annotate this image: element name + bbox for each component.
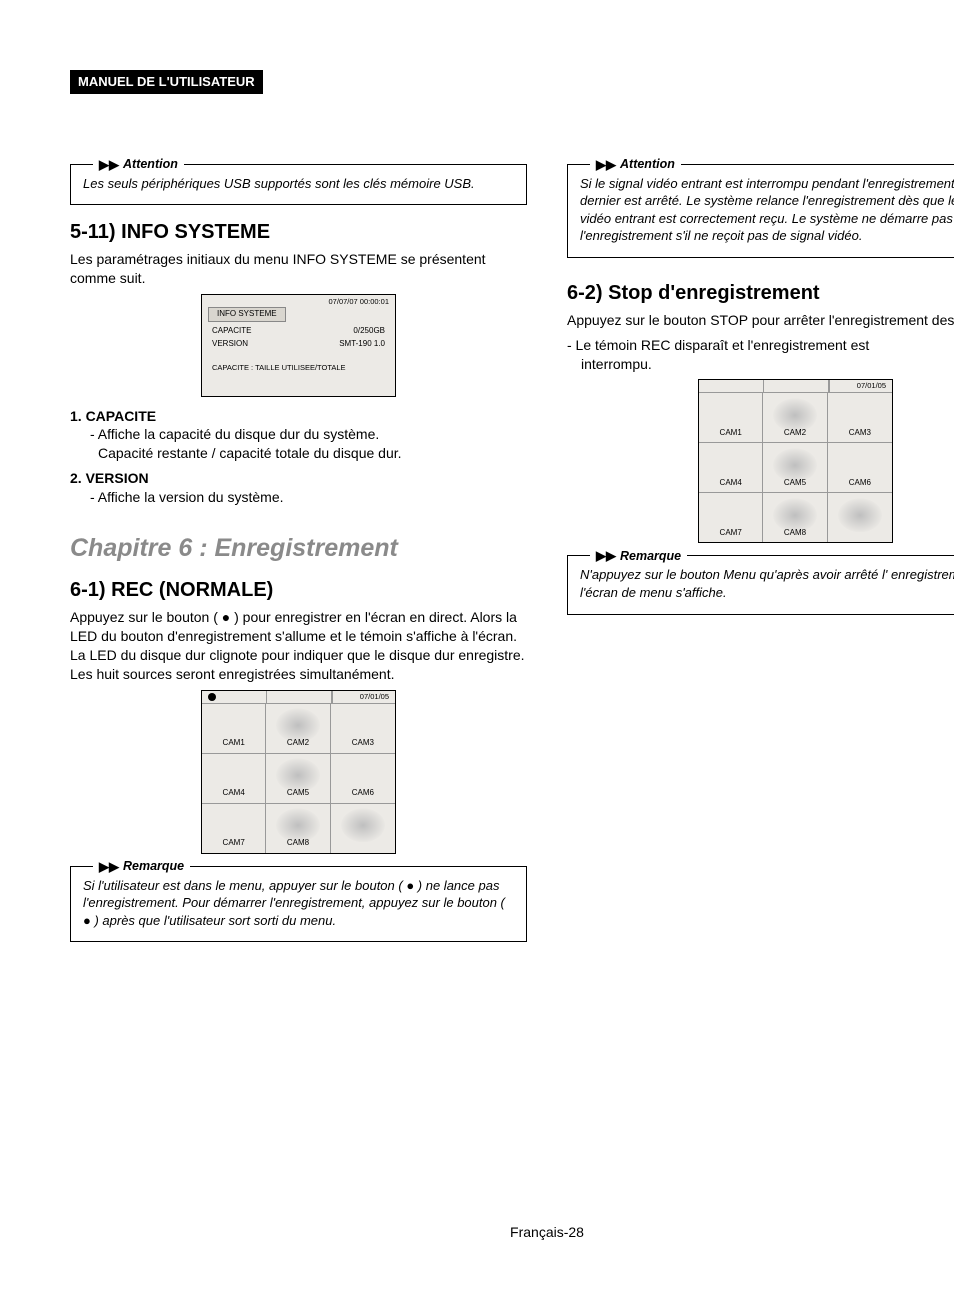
remarque-box-left: ▶▶ Remarque Si l'utilisateur est dans le… — [70, 866, 527, 943]
section-6-1-heading: 6-1) REC (NORMALE) — [70, 577, 527, 604]
panel-row: VERSION SMT-190 1.0 — [212, 339, 385, 350]
cam-label: CAM5 — [784, 478, 806, 489]
page-footer: Français-28 — [70, 1223, 954, 1242]
remarque-label: Remarque — [123, 858, 184, 875]
cam-cell — [331, 803, 395, 853]
cam-label: CAM5 — [287, 788, 309, 799]
manual-header: MANUEL DE L'UTILISATEUR — [70, 70, 263, 94]
cam-cell: CAM4 — [699, 442, 763, 492]
grid-body: CAM1 CAM2 CAM3 CAM4 CAM5 CAM6 CAM7 CAM8 — [699, 392, 892, 542]
cam-label: CAM3 — [849, 428, 871, 439]
capacite-line1: - Affiche la capacité du disque dur du s… — [90, 425, 527, 444]
arrow-icon: ▶▶ — [596, 156, 616, 174]
grid-timestamp: 07/01/05 00:00:01 — [829, 380, 892, 392]
cam-cell: CAM1 — [699, 392, 763, 442]
panel-note: CAPACITE : TAILLE UTILISEE/TOTALE — [202, 353, 395, 373]
cam-cell: CAM3 — [331, 703, 395, 753]
capacite-line2: Capacité restante / capacité totale du d… — [98, 444, 527, 463]
cam-label: CAM4 — [223, 788, 245, 799]
rec-indicator-cell — [202, 691, 267, 703]
remarque-text: N'appuyez sur le bouton Menu qu'après av… — [580, 566, 954, 601]
attention-box-right: ▶▶ Attention Si le signal vidéo entrant … — [567, 164, 954, 258]
section-6-2-dash: - Le témoin REC disparaît et l'enregistr… — [567, 336, 954, 355]
cam-cell — [828, 492, 892, 542]
panel-row-val: SMT-190 1.0 — [339, 339, 385, 350]
panel-row-val: 0/250GB — [353, 326, 385, 337]
cam-label: CAM8 — [287, 838, 309, 849]
version-line1: - Affiche la version du système. — [90, 488, 527, 507]
section-6-2-dash2: interrompu. — [581, 355, 954, 374]
version-heading: 2. VERSION — [70, 469, 527, 488]
right-column: ▶▶ Attention Si le signal vidéo entrant … — [567, 164, 954, 957]
cam-cell: CAM5 — [763, 442, 827, 492]
arrow-icon: ▶▶ — [99, 858, 119, 876]
info-systeme-panel: 07/07/07 00:00:01 INFO SYSTEME CAPACITE … — [201, 294, 396, 397]
attention-legend: ▶▶ Attention — [590, 156, 681, 174]
attention-text: Si le signal vidéo entrant est interromp… — [580, 175, 954, 245]
grid-top-mid — [764, 380, 829, 392]
camera-grid-stop: 07/01/05 00:00:01 CAM1 CAM2 CAM3 CAM4 CA… — [698, 379, 893, 543]
panel-timestamp: 07/07/07 00:00:01 — [202, 295, 395, 307]
cam-label: CAM7 — [720, 528, 742, 539]
panel-row-key: VERSION — [212, 339, 248, 350]
panel-title-tab: INFO SYSTEME — [208, 307, 286, 322]
section-5-11-intro: Les paramétrages initiaux du menu INFO S… — [70, 250, 527, 288]
grid-body: CAM1 CAM2 CAM3 CAM4 CAM5 CAM6 CAM7 CAM8 — [202, 703, 395, 853]
cam-label: CAM2 — [784, 428, 806, 439]
section-6-2-heading: 6-2) Stop d'enregistrement — [567, 280, 954, 307]
grid-topbar: 07/01/05 00:00:01 — [202, 691, 395, 703]
cam-cell: CAM1 — [202, 703, 266, 753]
arrow-icon: ▶▶ — [99, 156, 119, 174]
grid-timestamp: 07/01/05 00:00:01 — [332, 691, 395, 703]
cam-label: CAM1 — [223, 738, 245, 749]
cam-cell: CAM2 — [763, 392, 827, 442]
cam-cell: CAM7 — [202, 803, 266, 853]
cam-cell: CAM8 — [266, 803, 330, 853]
cam-cell: CAM8 — [763, 492, 827, 542]
section-5-11-heading: 5-11) INFO SYSTEME — [70, 219, 527, 246]
cam-label: CAM7 — [223, 838, 245, 849]
panel-rows: CAPACITE 0/250GB VERSION SMT-190 1.0 — [202, 322, 395, 354]
grid-topbar: 07/01/05 00:00:01 — [699, 380, 892, 392]
cam-cell: CAM6 — [331, 753, 395, 803]
remarque-box-right: ▶▶ Remarque N'appuyez sur le bouton Menu… — [567, 555, 954, 614]
cam-label: CAM3 — [352, 738, 374, 749]
cam-label: CAM1 — [720, 428, 742, 439]
section-6-1-para: Appuyez sur le bouton ( ● ) pour enregis… — [70, 608, 527, 684]
cam-cell: CAM6 — [828, 442, 892, 492]
grid-top-mid — [267, 691, 332, 703]
attention-text: Les seuls périphériques USB supportés so… — [83, 175, 514, 193]
panel-row-key: CAPACITE — [212, 326, 251, 337]
record-icon — [208, 693, 216, 701]
arrow-icon: ▶▶ — [596, 547, 616, 565]
cam-label: CAM4 — [720, 478, 742, 489]
panel-row: CAPACITE 0/250GB — [212, 326, 385, 337]
cam-cell: CAM3 — [828, 392, 892, 442]
cam-cell: CAM7 — [699, 492, 763, 542]
remarque-text: Si l'utilisateur est dans le menu, appuy… — [83, 877, 514, 930]
capacite-heading: 1. CAPACITE — [70, 407, 527, 426]
rec-indicator-cell — [699, 380, 764, 392]
attention-label: Attention — [123, 156, 178, 173]
cam-label: CAM2 — [287, 738, 309, 749]
two-column-layout: ▶▶ Attention Les seuls périphériques USB… — [70, 164, 954, 957]
remarque-label: Remarque — [620, 548, 681, 565]
attention-legend: ▶▶ Attention — [93, 156, 184, 174]
cam-cell: CAM2 — [266, 703, 330, 753]
section-6-2-intro: Appuyez sur le bouton STOP pour arrêter … — [567, 311, 954, 330]
attention-label: Attention — [620, 156, 675, 173]
cam-cell: CAM4 — [202, 753, 266, 803]
attention-box-left: ▶▶ Attention Les seuls périphériques USB… — [70, 164, 527, 206]
remarque-legend: ▶▶ Remarque — [93, 858, 190, 876]
remarque-legend: ▶▶ Remarque — [590, 547, 687, 565]
cam-label: CAM6 — [849, 478, 871, 489]
cam-cell: CAM5 — [266, 753, 330, 803]
camera-grid-rec: 07/01/05 00:00:01 CAM1 CAM2 CAM3 CAM4 CA… — [201, 690, 396, 854]
cam-label: CAM6 — [352, 788, 374, 799]
cam-label: CAM8 — [784, 528, 806, 539]
chapter-6-title: Chapitre 6 : Enregistrement — [70, 533, 527, 563]
left-column: ▶▶ Attention Les seuls périphériques USB… — [70, 164, 527, 957]
